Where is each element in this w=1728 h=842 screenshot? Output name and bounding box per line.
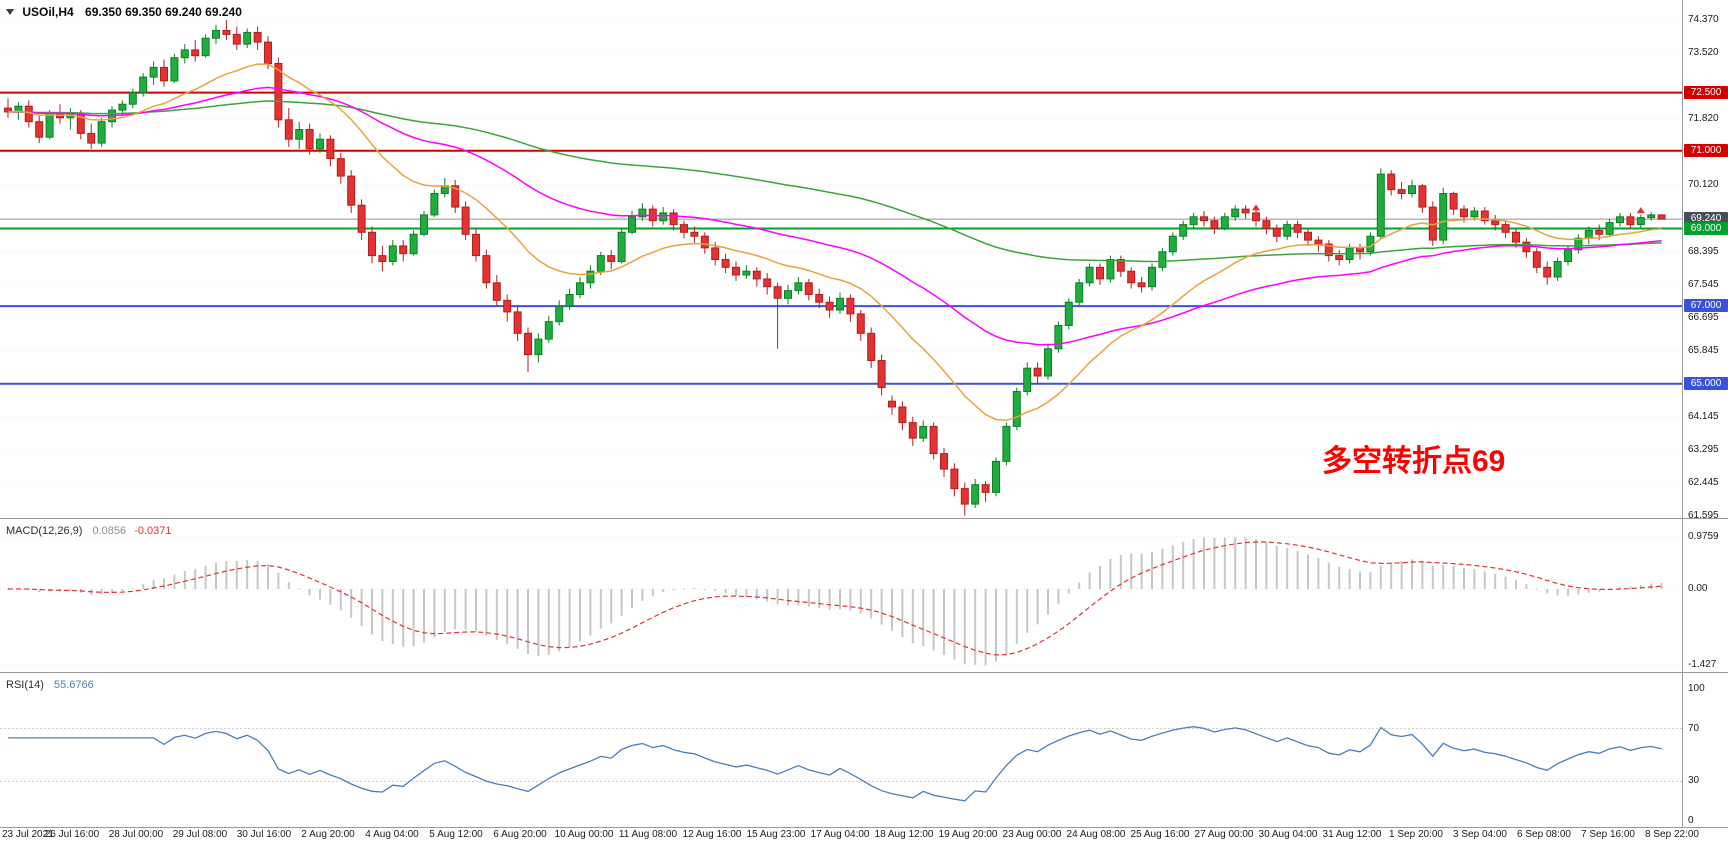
grid-lines [0,19,1682,517]
time-label: 19 Aug 20:00 [938,829,998,840]
time-label: 2 Aug 20:00 [301,829,355,840]
time-label: 17 Aug 04:00 [810,829,870,840]
time-label: 25 Aug 16:00 [1130,829,1190,840]
rsi-title: RSI(14) [6,679,44,691]
ma-line-slow [7,100,1662,263]
macd-chart[interactable] [0,519,1728,672]
time-label: 30 Jul 16:00 [236,829,292,840]
time-label: 23 Jul 2021 [2,829,54,840]
ma-line-fast [7,63,1662,422]
time-label: 4 Aug 04:00 [365,829,419,840]
time-label: 7 Sep 16:00 [1581,829,1635,840]
time-label: 6 Sep 08:00 [1517,829,1571,840]
time-label: 30 Aug 04:00 [1258,829,1318,840]
macd-value-main: 0.0856 [92,525,127,537]
time-axis[interactable]: 23 Jul 2021 26 Jul 16:00 28 Jul 00:00 29 Ju… [0,828,1728,842]
chart-annotation: 多空转折点69 [1322,445,1506,478]
rsi-value: 55.6766 [53,679,94,691]
rsi-line [8,726,1662,802]
time-label: 26 Jul 16:00 [44,829,100,840]
time-label: 18 Aug 12:00 [874,829,934,840]
rsi-pane[interactable]: RSI(14) 55.6766 100 70 30 0 [0,673,1728,827]
symbol-timeframe-label: USOil,H4 [22,4,74,19]
macd-label: MACD(12,26,9) 0.0856 -0.0371 [6,525,172,537]
time-label: 1 Sep 20:00 [1389,829,1443,840]
ma-line-mid [7,86,1662,346]
rsi-label: RSI(14) 55.6766 [6,679,94,691]
time-label: 23 Aug 00:00 [1002,829,1062,840]
macd-title: MACD(12,26,9) [6,525,83,537]
time-label: 3 Sep 04:00 [1453,829,1507,840]
fractal-markers [1252,204,1645,214]
macd-pane[interactable]: MACD(12,26,9) 0.0856 -0.0371 0.9759 0.00-… [0,519,1728,672]
macd-value-signal: -0.0371 [134,525,172,537]
time-label: 5 Aug 12:00 [429,829,483,840]
macd-signal-line [7,541,1662,656]
time-label: 6 Aug 20:00 [493,829,547,840]
level-lines [0,91,1682,385]
rsi-levels [0,728,1682,782]
rsi-chart[interactable] [0,673,1728,827]
time-label: 31 Aug 12:00 [1322,829,1382,840]
time-label: 10 Aug 00:00 [554,829,614,840]
chart-title: USOil,H4 69.350 69.350 69.240 69.240 [6,4,242,19]
time-label: 24 Aug 08:00 [1066,829,1126,840]
macd-histogram [7,536,1663,666]
pane-divider-macd[interactable] [0,518,1728,519]
symbol-dropdown-icon[interactable] [6,8,14,15]
pane-divider-rsi[interactable] [0,672,1728,673]
candles [4,20,1666,516]
time-axis-border [0,827,1728,828]
ohlc-readout: 69.350 69.350 69.240 69.240 [85,4,242,19]
time-label: 27 Aug 00:00 [1194,829,1254,840]
time-label: 29 Jul 08:00 [172,829,228,840]
candlestick-chart[interactable] [0,0,1728,518]
time-label: 28 Jul 00:00 [108,829,164,840]
main-chart-pane[interactable]: USOil,H4 69.350 69.350 69.240 69.240 多空转… [0,0,1728,518]
time-label: 8 Sep 22:00 [1645,829,1699,840]
time-label: 12 Aug 16:00 [682,829,742,840]
time-label: 11 Aug 08:00 [618,829,678,840]
time-label: 15 Aug 23:00 [746,829,806,840]
